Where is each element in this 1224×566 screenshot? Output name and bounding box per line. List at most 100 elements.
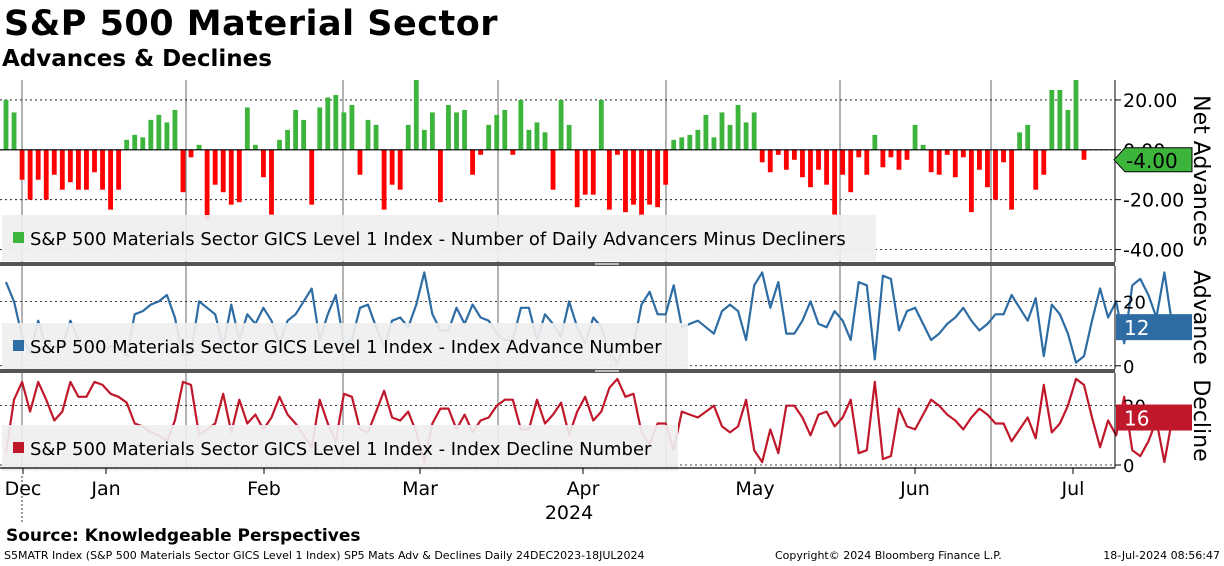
net-bar-48 xyxy=(389,149,395,185)
net-bar-134 xyxy=(1081,149,1087,160)
net-bar-69 xyxy=(558,99,564,150)
net-bar-57 xyxy=(462,109,467,150)
x-label-may: May xyxy=(735,478,774,500)
net-bar-107 xyxy=(864,149,870,175)
net-bar-67 xyxy=(542,132,548,150)
net-bar-101 xyxy=(816,149,821,170)
legend-label-advance-number: S&P 500 Materials Sector GICS Level 1 In… xyxy=(30,337,662,358)
net-bar-22 xyxy=(180,149,186,193)
net-bar-72 xyxy=(582,149,588,195)
net-bar-54 xyxy=(438,149,443,203)
x-label-mar: Mar xyxy=(402,478,438,500)
legend-swatch-advance-number xyxy=(13,340,24,351)
last-value-label-decline-number: 16 xyxy=(1124,407,1149,431)
net-bar-99 xyxy=(800,149,805,178)
net-bar-24 xyxy=(196,144,202,150)
net-bar-50 xyxy=(405,124,411,150)
net-bar-119 xyxy=(960,149,966,158)
net-bar-131 xyxy=(1057,89,1063,150)
net-bar-0 xyxy=(3,99,9,150)
last-value-label-advance-number: 12 xyxy=(1124,316,1149,340)
last-value-badge-decline-number xyxy=(1116,404,1192,431)
net-bar-73 xyxy=(590,149,596,195)
net-bar-8 xyxy=(67,149,73,183)
net-bar-43 xyxy=(349,104,355,150)
net-bar-100 xyxy=(808,149,813,188)
net-bar-53 xyxy=(429,112,435,150)
x-label-dec: Dec xyxy=(5,478,42,500)
legend-box-decline-number xyxy=(2,425,678,471)
chart-subtitle: Advances & Declines xyxy=(2,46,272,72)
net-bar-79 xyxy=(639,149,644,215)
net-bar-129 xyxy=(1041,149,1047,175)
net-bar-11 xyxy=(92,149,97,173)
net-bar-30 xyxy=(244,107,250,150)
x-label-apr: Apr xyxy=(567,478,600,500)
net-bar-66 xyxy=(534,122,540,150)
net-bar-35 xyxy=(285,129,290,150)
net-bar-40 xyxy=(325,97,331,150)
net-bar-16 xyxy=(132,134,138,150)
net-bar-5 xyxy=(43,149,49,200)
net-bar-83 xyxy=(671,139,677,150)
last-value-label-net-advances: -4.00 xyxy=(1126,149,1178,173)
net-bar-21 xyxy=(172,109,178,150)
net-bar-112 xyxy=(904,149,910,160)
net-bar-49 xyxy=(397,149,403,190)
panel-divider-1 xyxy=(0,262,1115,266)
net-bar-116 xyxy=(936,149,942,175)
net-bar-109 xyxy=(880,149,886,168)
net-bar-122 xyxy=(985,149,990,188)
net-bar-23 xyxy=(188,149,194,158)
net-bar-70 xyxy=(566,124,572,150)
net-bar-20 xyxy=(164,122,170,150)
net-bar-39 xyxy=(317,107,323,150)
net-bar-27 xyxy=(220,149,226,193)
net-bar-127 xyxy=(1025,124,1031,150)
net-bar-25 xyxy=(204,149,210,220)
net-bar-102 xyxy=(824,149,829,185)
legend-box-net-advances xyxy=(2,215,876,261)
net-bar-63 xyxy=(510,149,516,155)
net-bar-126 xyxy=(1017,132,1023,150)
net-bar-85 xyxy=(687,134,693,150)
net-bar-91 xyxy=(735,104,741,150)
net-bar-71 xyxy=(574,149,580,208)
net-bar-90 xyxy=(727,124,733,150)
ytick-label-2-1: 0 xyxy=(1123,357,1134,378)
net-bar-42 xyxy=(341,112,347,150)
net-bar-65 xyxy=(526,129,532,150)
net-bar-3 xyxy=(27,149,33,200)
x-label-feb: Feb xyxy=(247,478,281,500)
axis-title-advance-number: Advance xyxy=(1188,270,1213,365)
net-bar-56 xyxy=(454,112,459,150)
net-bar-94 xyxy=(759,149,765,163)
footer-ticker-info: S5MATR Index (S&P 500 Materials Sector G… xyxy=(4,549,645,562)
net-bar-33 xyxy=(269,149,274,215)
net-bar-89 xyxy=(719,112,725,150)
net-bar-104 xyxy=(840,149,846,175)
axis-title-decline-number: Decline xyxy=(1188,379,1213,461)
net-bar-117 xyxy=(944,149,950,155)
net-bar-74 xyxy=(598,99,604,150)
net-bar-98 xyxy=(791,149,797,160)
footer-copyright: Copyright© 2024 Bloomberg Finance L.P. xyxy=(775,549,1002,562)
net-bar-84 xyxy=(679,137,685,150)
net-bar-114 xyxy=(920,144,926,150)
x-label-jan: Jan xyxy=(90,478,120,500)
net-bar-7 xyxy=(59,149,65,190)
net-bar-4 xyxy=(35,149,41,180)
x-label-jul: Jul xyxy=(1061,478,1085,500)
net-bar-75 xyxy=(606,149,612,210)
net-bar-59 xyxy=(478,149,484,155)
net-bar-80 xyxy=(647,149,652,205)
net-bar-58 xyxy=(470,149,476,175)
net-bar-44 xyxy=(357,149,363,175)
net-bar-106 xyxy=(856,149,862,158)
net-bar-115 xyxy=(928,149,934,173)
net-bar-110 xyxy=(888,149,894,158)
legend-label-decline-number: S&P 500 Materials Sector GICS Level 1 In… xyxy=(30,439,652,460)
net-bar-62 xyxy=(502,109,508,150)
net-bar-28 xyxy=(228,149,234,205)
